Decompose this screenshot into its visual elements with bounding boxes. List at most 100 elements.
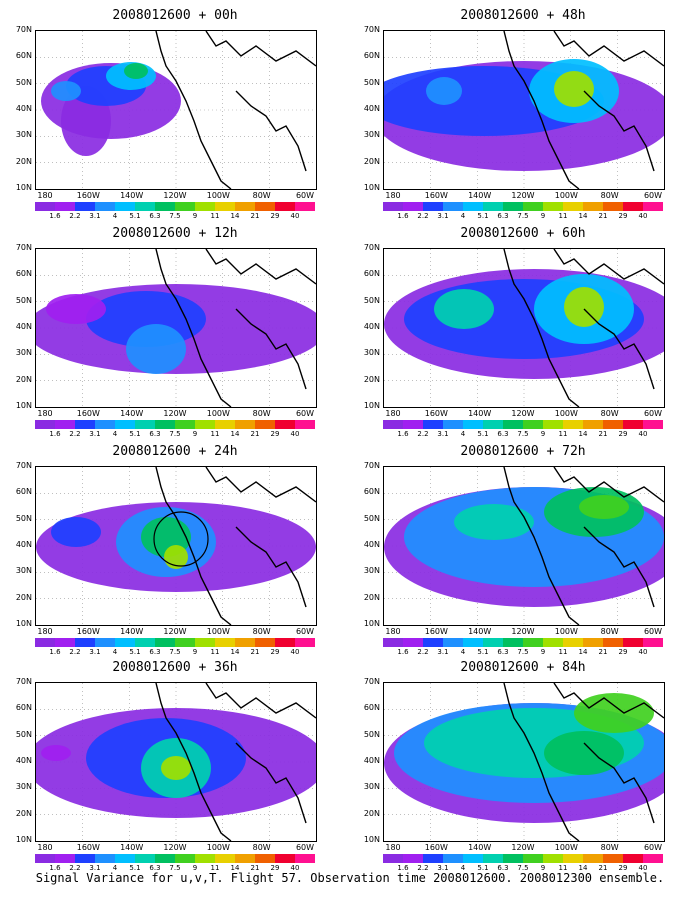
colorbar-label: 2.2	[69, 430, 81, 438]
longitude-label: 100W	[554, 409, 578, 418]
colorbar-label: 21	[250, 648, 260, 656]
colorbar-label: 1.6	[397, 648, 409, 656]
latitude-label: 10N	[363, 183, 380, 192]
colorbar-label: 9	[540, 430, 546, 438]
latitude-label: 50N	[363, 77, 380, 87]
colorbar-label: 7.5	[517, 648, 529, 656]
map-plot	[35, 248, 317, 408]
longitude-label: 80W	[252, 409, 271, 418]
latitude-label: 20N	[363, 808, 380, 818]
latitude-label: 20N	[363, 156, 380, 166]
longitude-label: 100W	[206, 191, 230, 200]
variance-contour	[544, 731, 624, 775]
colorbar-label: 6.3	[497, 212, 509, 220]
colorbar-label: 2.2	[417, 212, 429, 220]
latitude-label: 10N	[363, 835, 380, 844]
longitude-label: 120W	[163, 191, 187, 200]
latitude-label: 50N	[363, 513, 380, 523]
colorbar-label: 3.1	[437, 648, 449, 656]
colorbar-swatch	[75, 202, 95, 211]
colorbar-swatch	[75, 638, 95, 647]
colorbar-swatch	[135, 202, 155, 211]
latitude-label: 30N	[15, 348, 32, 358]
colorbar-swatch	[175, 854, 195, 863]
colorbar-swatch	[295, 638, 315, 647]
colorbar-swatch	[643, 854, 663, 863]
colorbar-label: 2.2	[69, 648, 81, 656]
colorbar-label: 2.2	[417, 864, 429, 872]
colorbar-label: 9	[192, 864, 198, 872]
colorbar-swatch	[443, 420, 463, 429]
colorbar-swatch	[523, 202, 543, 211]
colorbar-label: 5.1	[477, 212, 489, 220]
colorbar-swatch	[523, 420, 543, 429]
colorbar-label: 1.6	[49, 430, 61, 438]
variance-contour	[454, 504, 534, 540]
latitude-label: 40N	[363, 104, 380, 113]
colorbar-label: 40	[638, 648, 648, 656]
latitude-label: 20N	[15, 156, 32, 166]
colorbar-label: 6.3	[149, 430, 161, 438]
longitude-label: 80W	[600, 843, 619, 852]
colorbar-swatch	[95, 202, 115, 211]
colorbar-label: 4	[460, 212, 466, 220]
colorbar-label: 29	[270, 864, 280, 872]
colorbar-label: 1.6	[49, 212, 61, 220]
colorbar-label: 7.5	[169, 430, 181, 438]
latitude-label: 50N	[15, 513, 32, 523]
colorbar-swatch	[215, 420, 235, 429]
colorbar-label: 2.2	[69, 864, 81, 872]
longitude-label: 80W	[252, 627, 271, 636]
colorbar-swatch	[643, 202, 663, 211]
colorbar-label: 40	[290, 430, 300, 438]
colorbar-label: 14	[578, 648, 588, 656]
latitude-label: 60N	[15, 487, 32, 497]
longitude-label: 140W	[468, 191, 492, 200]
longitude-label: 160W	[424, 409, 448, 418]
colorbar-swatch	[483, 638, 503, 647]
colorbar-label: 14	[578, 430, 588, 438]
latitude-label: 70N	[363, 461, 380, 470]
colorbar-swatch	[503, 202, 523, 211]
colorbar	[383, 420, 663, 429]
colorbar-label: 7.5	[169, 212, 181, 220]
colorbar-swatch	[563, 638, 583, 647]
colorbar-label: 5.1	[129, 864, 141, 872]
colorbar-swatch	[443, 202, 463, 211]
colorbar-label: 5.1	[129, 648, 141, 656]
colorbar-swatch	[523, 854, 543, 863]
colorbar-swatch	[483, 854, 503, 863]
latitude-label: 20N	[15, 374, 32, 384]
colorbar-label: 11	[210, 864, 220, 872]
colorbar-swatch	[295, 420, 315, 429]
colorbar-swatch	[135, 420, 155, 429]
colorbar-swatch	[543, 202, 563, 211]
panel-title: 2008012600 + 00h	[112, 8, 238, 23]
colorbar-label: 14	[578, 864, 588, 872]
colorbar-label: 4	[460, 430, 466, 438]
colorbar-swatch	[255, 202, 275, 211]
longitude-label: 120W	[163, 409, 187, 418]
colorbar-swatch	[463, 854, 483, 863]
latitude-label: 70N	[363, 25, 380, 34]
longitude-label: 140W	[120, 843, 144, 852]
colorbar-label: 4	[112, 212, 118, 220]
colorbar-label: 11	[210, 648, 220, 656]
colorbar-label: 3.1	[89, 864, 101, 872]
colorbar-swatch	[383, 854, 403, 863]
longitude-label: 120W	[511, 191, 535, 200]
latitude-label: 50N	[15, 295, 32, 305]
colorbar-swatch	[403, 420, 423, 429]
latitude-label: 30N	[363, 348, 380, 358]
panel-title: 2008012600 + 72h	[460, 444, 586, 459]
colorbar-label: 6.3	[149, 212, 161, 220]
colorbar-label: 5.1	[477, 864, 489, 872]
variance-contour	[426, 77, 462, 105]
longitude-label: 60W	[295, 191, 315, 200]
longitude-label: 80W	[600, 409, 619, 418]
colorbar-label: 21	[250, 430, 260, 438]
longitude-label: 140W	[120, 409, 144, 418]
longitude-label: 100W	[206, 409, 230, 418]
colorbar-swatch	[155, 638, 175, 647]
colorbar-label: 1.6	[397, 864, 409, 872]
